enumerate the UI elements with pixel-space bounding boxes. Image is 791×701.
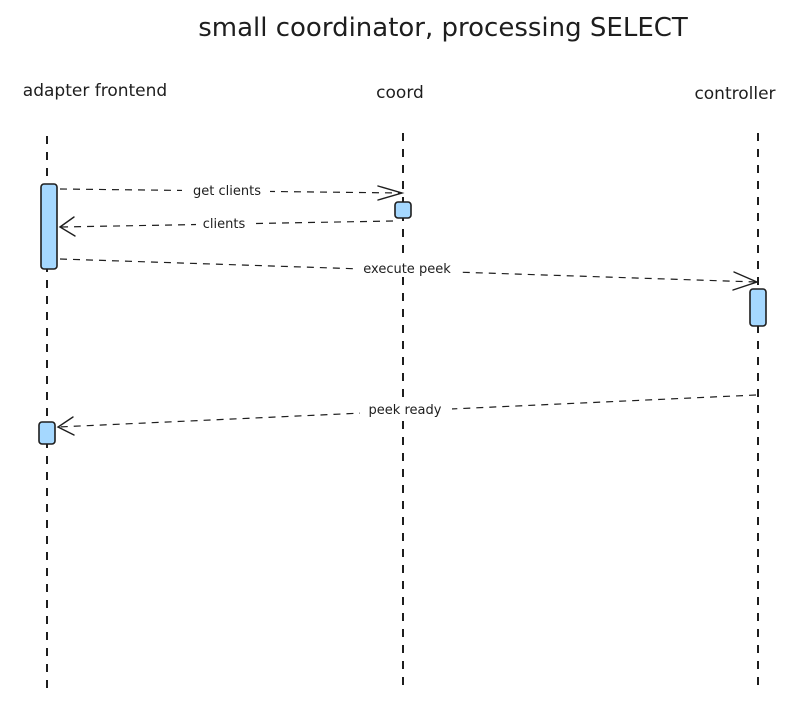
activation-coord-1: [394, 201, 412, 219]
message-clients: clients: [58, 216, 394, 237]
arrowhead-peek-ready: [56, 416, 75, 436]
actor-adapter-frontend-label: adapter frontend: [23, 81, 167, 101]
message-execute-peek-label: execute peek: [363, 262, 451, 277]
diagram-title: small coordinator, processing SELECT: [198, 13, 688, 43]
arrowhead-execute-peek: [732, 271, 759, 291]
activation-adapter-1: [40, 183, 58, 270]
message-clients-label: clients: [203, 217, 246, 232]
message-get-clients: get clients: [59, 182, 405, 201]
arrowhead-get-clients: [377, 185, 405, 201]
message-peek-ready-label: peek ready: [369, 403, 442, 418]
message-execute-peek: execute peek: [59, 258, 759, 291]
activation-controller-1: [749, 288, 767, 327]
message-peek-ready: peek ready: [56, 394, 757, 436]
message-get-clients-label: get clients: [193, 184, 261, 199]
activation-adapter-2: [38, 421, 56, 445]
actor-coord-label: coord: [376, 83, 424, 103]
actor-controller-label: controller: [694, 84, 775, 104]
arrowhead-clients: [58, 216, 76, 237]
